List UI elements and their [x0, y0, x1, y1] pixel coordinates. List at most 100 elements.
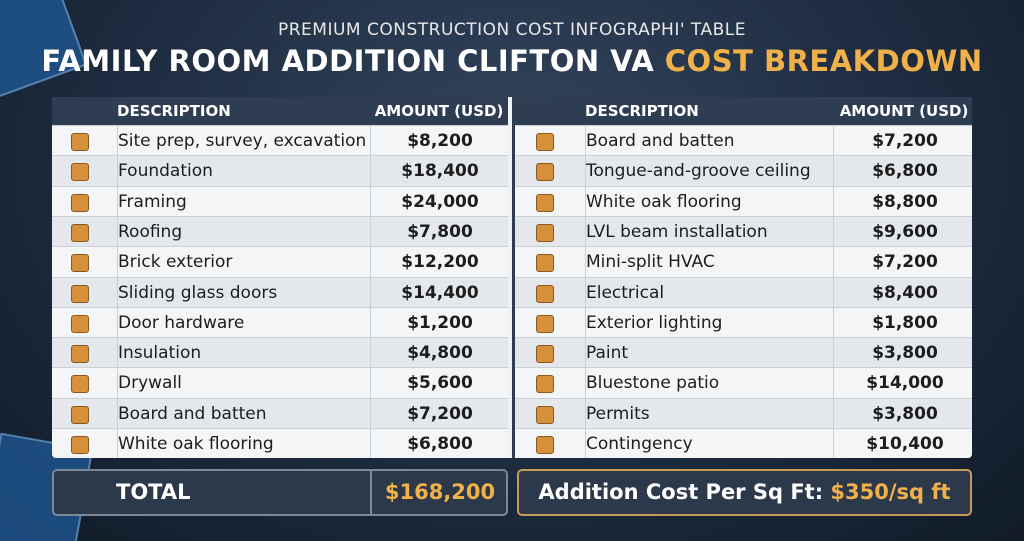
title: FAMILY ROOM ADDITION CLIFTON VA COST BRE… [0, 44, 1024, 78]
table-row: Insulation $4,800 [52, 337, 509, 369]
table-row: Board and batten $7,200 [515, 125, 972, 156]
amount: $3,800 [833, 398, 972, 429]
row-icon [536, 193, 554, 212]
amount: $7,800 [370, 216, 509, 247]
table-row: Bluestone patio $14,000 [515, 367, 972, 399]
table-row: Exterior lighting $1,800 [515, 306, 972, 338]
amount: $4,800 [370, 338, 509, 369]
description: Bluestone patio [585, 368, 719, 399]
row-icon [70, 163, 89, 182]
amount: $14,400 [370, 277, 509, 308]
amount: $1,200 [370, 307, 509, 338]
amount: $8,200 [370, 126, 509, 156]
per-sq-ft-box: Addition Cost Per Sq Ft: $350/sq ft [517, 469, 972, 516]
description: Board and batten [117, 398, 267, 429]
column-header: AMOUNT (USD) [374, 102, 504, 120]
table-row: Door hardware $1,200 [52, 306, 509, 338]
title-highlight: COST BREAKDOWN [664, 44, 983, 78]
description: LVL beam installation [585, 216, 768, 247]
cost-table: DESCRIPTION AMOUNT (USD) Site prep, survey… [52, 97, 972, 458]
column-header: DESCRIPTION [585, 102, 699, 120]
row-icon [70, 345, 89, 364]
per-sq-ft-label: Addition Cost Per Sq Ft: [538, 480, 824, 504]
row-icon [536, 133, 554, 151]
amount: $10,400 [833, 429, 972, 458]
row-icon [70, 375, 89, 394]
row-icon [536, 254, 554, 273]
amount: $24,000 [370, 186, 509, 217]
table: DESCRIPTION AMOUNT (USD) Site prep, survey… [52, 97, 508, 458]
row-icon [70, 254, 89, 273]
table-row: Board and batten $7,200 [52, 397, 509, 429]
row-icon [70, 133, 89, 151]
table-row: White oak flooring $8,800 [515, 185, 972, 217]
title-main: FAMILY ROOM ADDITION CLIFTON VA [41, 44, 655, 78]
amount: $6,800 [370, 429, 509, 458]
description: Permits [585, 398, 650, 429]
description: White oak flooring [117, 429, 274, 458]
table-row: Sliding glass doors $14,400 [52, 276, 509, 308]
description: Sliding glass doors [117, 277, 277, 308]
table-row: Contingency $10,400 [515, 428, 972, 458]
amount: $7,200 [370, 398, 509, 429]
row-icon [536, 345, 554, 364]
row-icon [536, 405, 554, 424]
subtitle: PREMIUM CONSTRUCTION COST INFOGRAPHI' TA… [277, 20, 746, 40]
amount: $5,600 [370, 368, 509, 399]
amount: $7,200 [833, 126, 972, 156]
table-row: Framing $24,000 [52, 185, 509, 217]
description: Brick exterior [117, 247, 232, 278]
table-row: Site prep, survey, excavation $8,200 [52, 125, 508, 156]
amount: $1,800 [833, 307, 972, 338]
row-icon [70, 314, 89, 333]
table-row: LVL beam installation $9,600 [515, 215, 972, 247]
amount: $7,200 [833, 247, 972, 278]
column-header: DESCRIPTION [117, 102, 231, 120]
amount: $8,800 [833, 186, 972, 217]
table-row: Foundation $18,400 [52, 155, 509, 187]
amount: $3,800 [833, 338, 972, 369]
row-icon [536, 163, 554, 182]
description: Electrical [585, 277, 664, 308]
description: Insulation [117, 338, 201, 369]
row-icon [70, 193, 89, 212]
table-row: Paint $3,800 [515, 337, 972, 369]
row-icon [536, 375, 554, 394]
description: Framing [117, 186, 187, 217]
header-row: DESCRIPTION AMOUNT (USD) [52, 97, 508, 125]
table-row: Mini-split HVAC $7,200 [515, 246, 972, 278]
amount: $6,800 [833, 156, 972, 187]
description: White oak flooring [585, 186, 742, 217]
amount: $9,600 [833, 216, 972, 247]
table-row: Permits $3,800 [515, 397, 972, 429]
description: Foundation [117, 156, 213, 187]
table-row: Tongue-and-groove ceiling $6,800 [515, 155, 972, 187]
total-box: TOTAL $168,200 [52, 469, 508, 516]
row-icon [70, 284, 89, 303]
total-label: TOTAL [116, 480, 191, 504]
description: Door hardware [117, 307, 244, 338]
description: Site prep, survey, excavation [117, 126, 366, 156]
row-icon [536, 284, 554, 303]
row-icon [536, 223, 554, 242]
row-icon [536, 436, 554, 454]
amount: $8,400 [833, 277, 972, 308]
row-icon [70, 405, 89, 424]
description: Tongue-and-groove ceiling [585, 156, 811, 187]
description: Contingency [585, 429, 693, 458]
table-row: Electrical $8,400 [515, 276, 972, 308]
table-row: White oak flooring $6,800 [52, 428, 508, 458]
per-sq-ft-value: $350/sq ft [830, 480, 951, 504]
amount: $12,200 [370, 247, 509, 278]
table: DESCRIPTION AMOUNT (USD) Board and batten $… [512, 97, 972, 458]
row-icon [70, 436, 89, 454]
total-value: $168,200 [370, 471, 508, 514]
table-row: Brick exterior $12,200 [52, 246, 509, 278]
description: Board and batten [585, 126, 735, 156]
description: Drywall [117, 368, 182, 399]
row-icon [70, 223, 89, 242]
amount: $18,400 [370, 156, 509, 187]
amount: $14,000 [833, 368, 972, 399]
description: Paint [585, 338, 628, 369]
